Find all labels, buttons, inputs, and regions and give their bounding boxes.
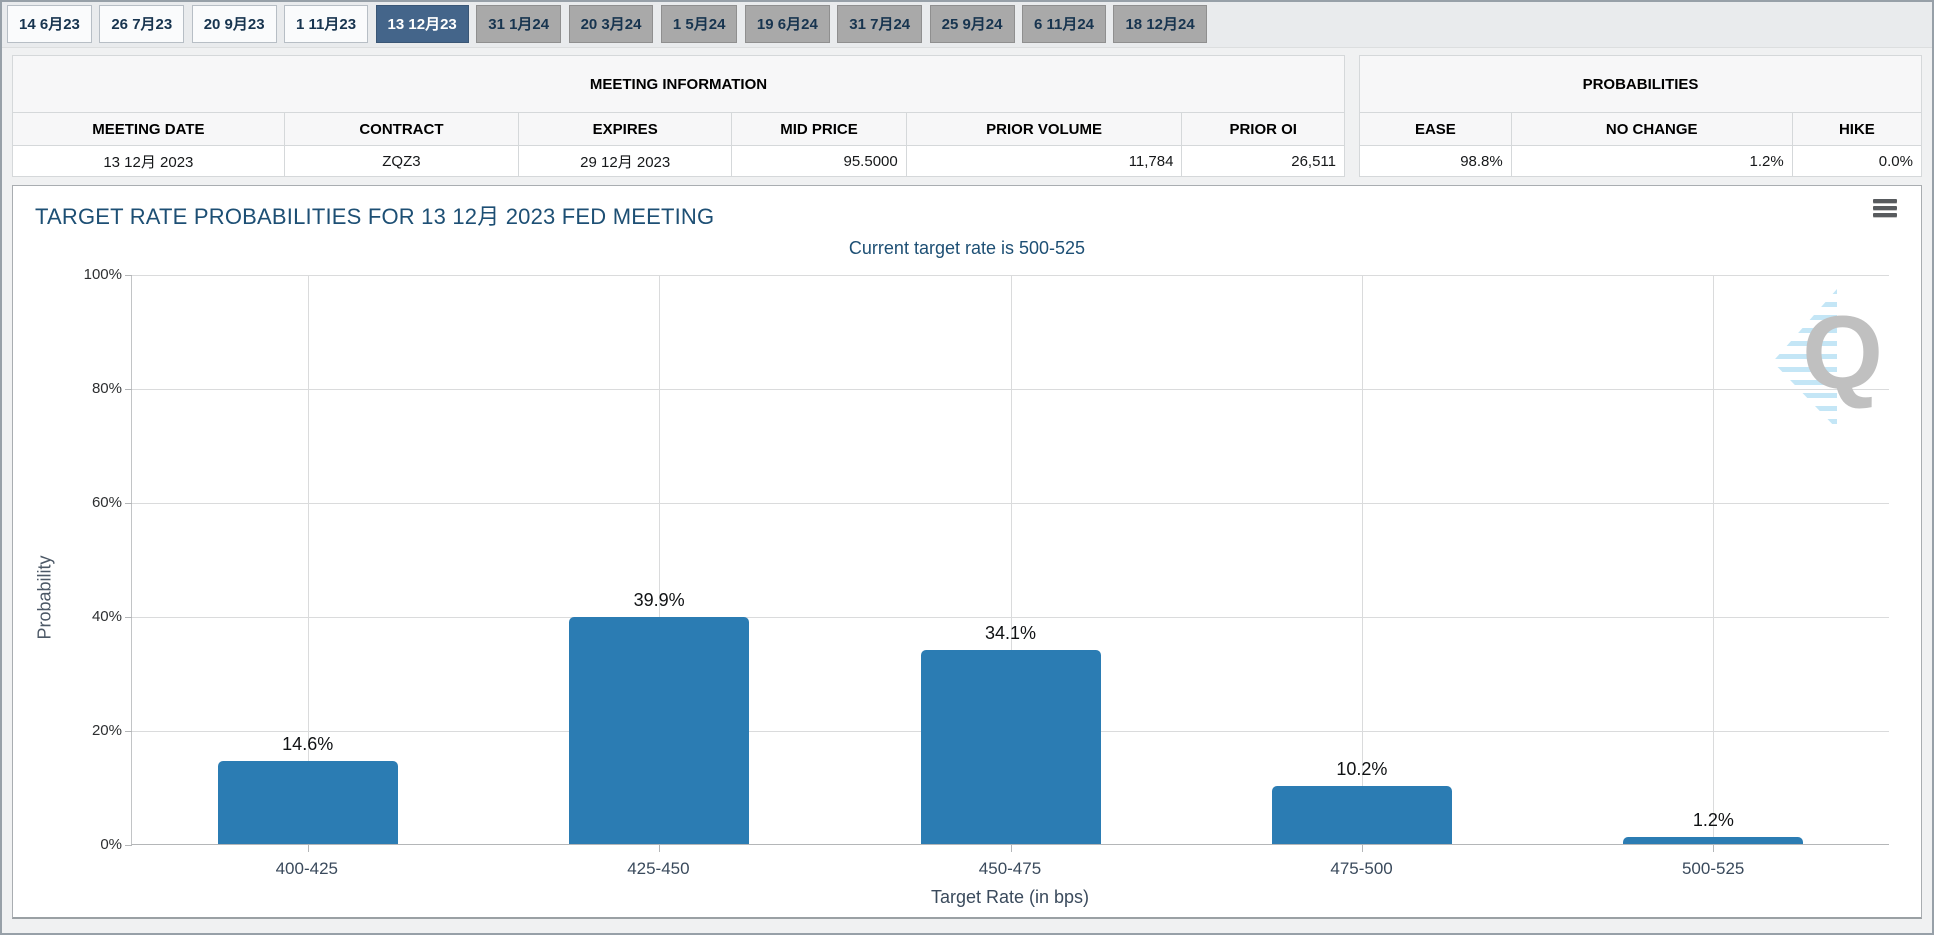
x-tick-475-500: 475-500	[1330, 859, 1393, 878]
col-contract: CONTRACT	[283, 112, 520, 146]
tab-26-7-23[interactable]: 26 7月23	[99, 5, 185, 43]
col-no-change: NO CHANGE	[1510, 112, 1793, 146]
col-prior-oi: PRIOR OI	[1181, 112, 1345, 146]
chart-subtitle: Current target rate is 500-525	[848, 238, 1086, 258]
expires-value: 29 12月 2023	[518, 145, 733, 177]
tab-1-11-23[interactable]: 1 11月23	[284, 5, 369, 43]
y-tick-80: 80%	[91, 380, 122, 397]
watermark-q-letter: Q	[1802, 295, 1883, 411]
ease-value: 98.8%	[1359, 145, 1512, 177]
x-tick-400-425: 400-425	[275, 859, 338, 878]
tab-20-9-23[interactable]: 20 9月23	[191, 5, 277, 43]
quikstrike-watermark: Q	[1763, 279, 1883, 439]
y-tick-60: 60%	[91, 494, 122, 511]
chart-header: TARGET RATE PROBABILITIES FOR 13 12月 202…	[13, 186, 1921, 231]
tab-20-3-24[interactable]: 20 3月24	[568, 5, 654, 43]
probabilities-table: PROBABILITIES EASE NO CHANGE HIKE 98.8% …	[1359, 55, 1923, 177]
tab-31-1-24[interactable]: 31 1月24	[476, 5, 562, 43]
hamburger-icon[interactable]	[1873, 199, 1897, 220]
info-tables-row: MEETING INFORMATION MEETING DATE CONTRAC…	[12, 55, 1923, 177]
contract-value: ZQZ3	[283, 145, 520, 177]
bar-value-label: 39.9%	[633, 589, 685, 610]
y-tick-0: 0%	[100, 836, 122, 853]
bar-value-label: 1.2%	[1692, 810, 1734, 831]
col-ease: EASE	[1359, 112, 1512, 146]
bar-value-label: 34.1%	[984, 622, 1037, 643]
prior-volume-value: 11,784	[905, 145, 1183, 177]
col-expires: EXPIRES	[518, 112, 733, 146]
col-hike: HIKE	[1791, 112, 1923, 146]
x-axis-labels: 400-425 425-450 450-475 475-500 500-525	[131, 859, 1889, 879]
mid-price-value: 95.5000	[731, 145, 907, 177]
probabilities-row: 98.8% 1.2% 0.0%	[1359, 145, 1923, 177]
meeting-date-value: 13 12月 2023	[12, 145, 285, 177]
tab-14-6-23[interactable]: 14 6月23	[7, 5, 92, 43]
y-tick-20: 20%	[91, 722, 122, 739]
plot-area: 100% 80% 60% 40% 20% 0% Q 14.6% 39.9%	[84, 266, 1889, 853]
tab-19-6-24[interactable]: 19 6月24	[744, 5, 830, 43]
meeting-date-tabbar: 14 6月23 26 7月23 20 9月23 1 11月23 13 12月23…	[2, 2, 1932, 48]
y-tick-100: 100%	[83, 266, 122, 283]
bar-series: 14.6% 39.9% 34.1% 10.2% 1.2%	[132, 275, 1889, 852]
bar-value-label: 10.2%	[1336, 758, 1388, 779]
bar-500-525[interactable]	[1623, 837, 1804, 844]
hike-value: 0.0%	[1791, 145, 1923, 177]
bar-column-450-475: 34.1%	[835, 275, 1186, 852]
bar-column-475-500: 10.2%	[1186, 275, 1537, 852]
col-mid-price: MID PRICE	[731, 112, 907, 146]
prior-oi-value: 26,511	[1181, 145, 1345, 177]
bar-475-500[interactable]	[1271, 785, 1452, 844]
meeting-information-table: MEETING INFORMATION MEETING DATE CONTRAC…	[12, 55, 1345, 177]
bar-value-label: 14.6%	[282, 733, 334, 754]
x-tick-450-475: 450-475	[978, 859, 1042, 878]
bar-425-450[interactable]	[569, 616, 750, 844]
tab-1-5-24[interactable]: 1 5月24	[660, 5, 738, 43]
bar-column-400-425: 14.6%	[132, 275, 483, 852]
y-tick-40: 40%	[91, 608, 122, 625]
probabilities-title: PROBABILITIES	[1359, 55, 1922, 113]
tab-18-12-24[interactable]: 18 12月24	[1113, 5, 1207, 43]
col-meeting-date: MEETING DATE	[12, 112, 285, 146]
bar-400-425[interactable]	[217, 760, 398, 844]
tab-13-12-23-active[interactable]: 13 12月23	[375, 5, 469, 43]
no-change-value: 1.2%	[1510, 145, 1793, 177]
bar-column-425-450: 39.9%	[483, 275, 834, 852]
x-tick-425-450: 425-450	[627, 859, 690, 878]
target-rate-chart-panel: TARGET RATE PROBABILITIES FOR 13 12月 202…	[12, 185, 1922, 919]
col-prior-volume: PRIOR VOLUME	[905, 112, 1183, 146]
tab-6-11-24[interactable]: 6 11月24	[1021, 5, 1107, 43]
bar-450-475[interactable]	[920, 649, 1101, 844]
meeting-information-row: 13 12月 2023 ZQZ3 29 12月 2023 95.5000 11,…	[12, 145, 1345, 177]
tab-31-7-24[interactable]: 31 7月24	[837, 5, 923, 43]
chart-title: TARGET RATE PROBABILITIES FOR 13 12月 202…	[35, 204, 715, 229]
bar-column-500-525: 1.2%	[1538, 275, 1889, 852]
x-tick-500-525: 500-525	[1681, 859, 1745, 878]
tab-25-9-24[interactable]: 25 9月24	[929, 5, 1015, 43]
meeting-information-title: MEETING INFORMATION	[12, 55, 1345, 113]
x-axis-title: Target Rate (in bps)	[930, 887, 1090, 907]
y-axis-title: Probability	[34, 555, 55, 640]
